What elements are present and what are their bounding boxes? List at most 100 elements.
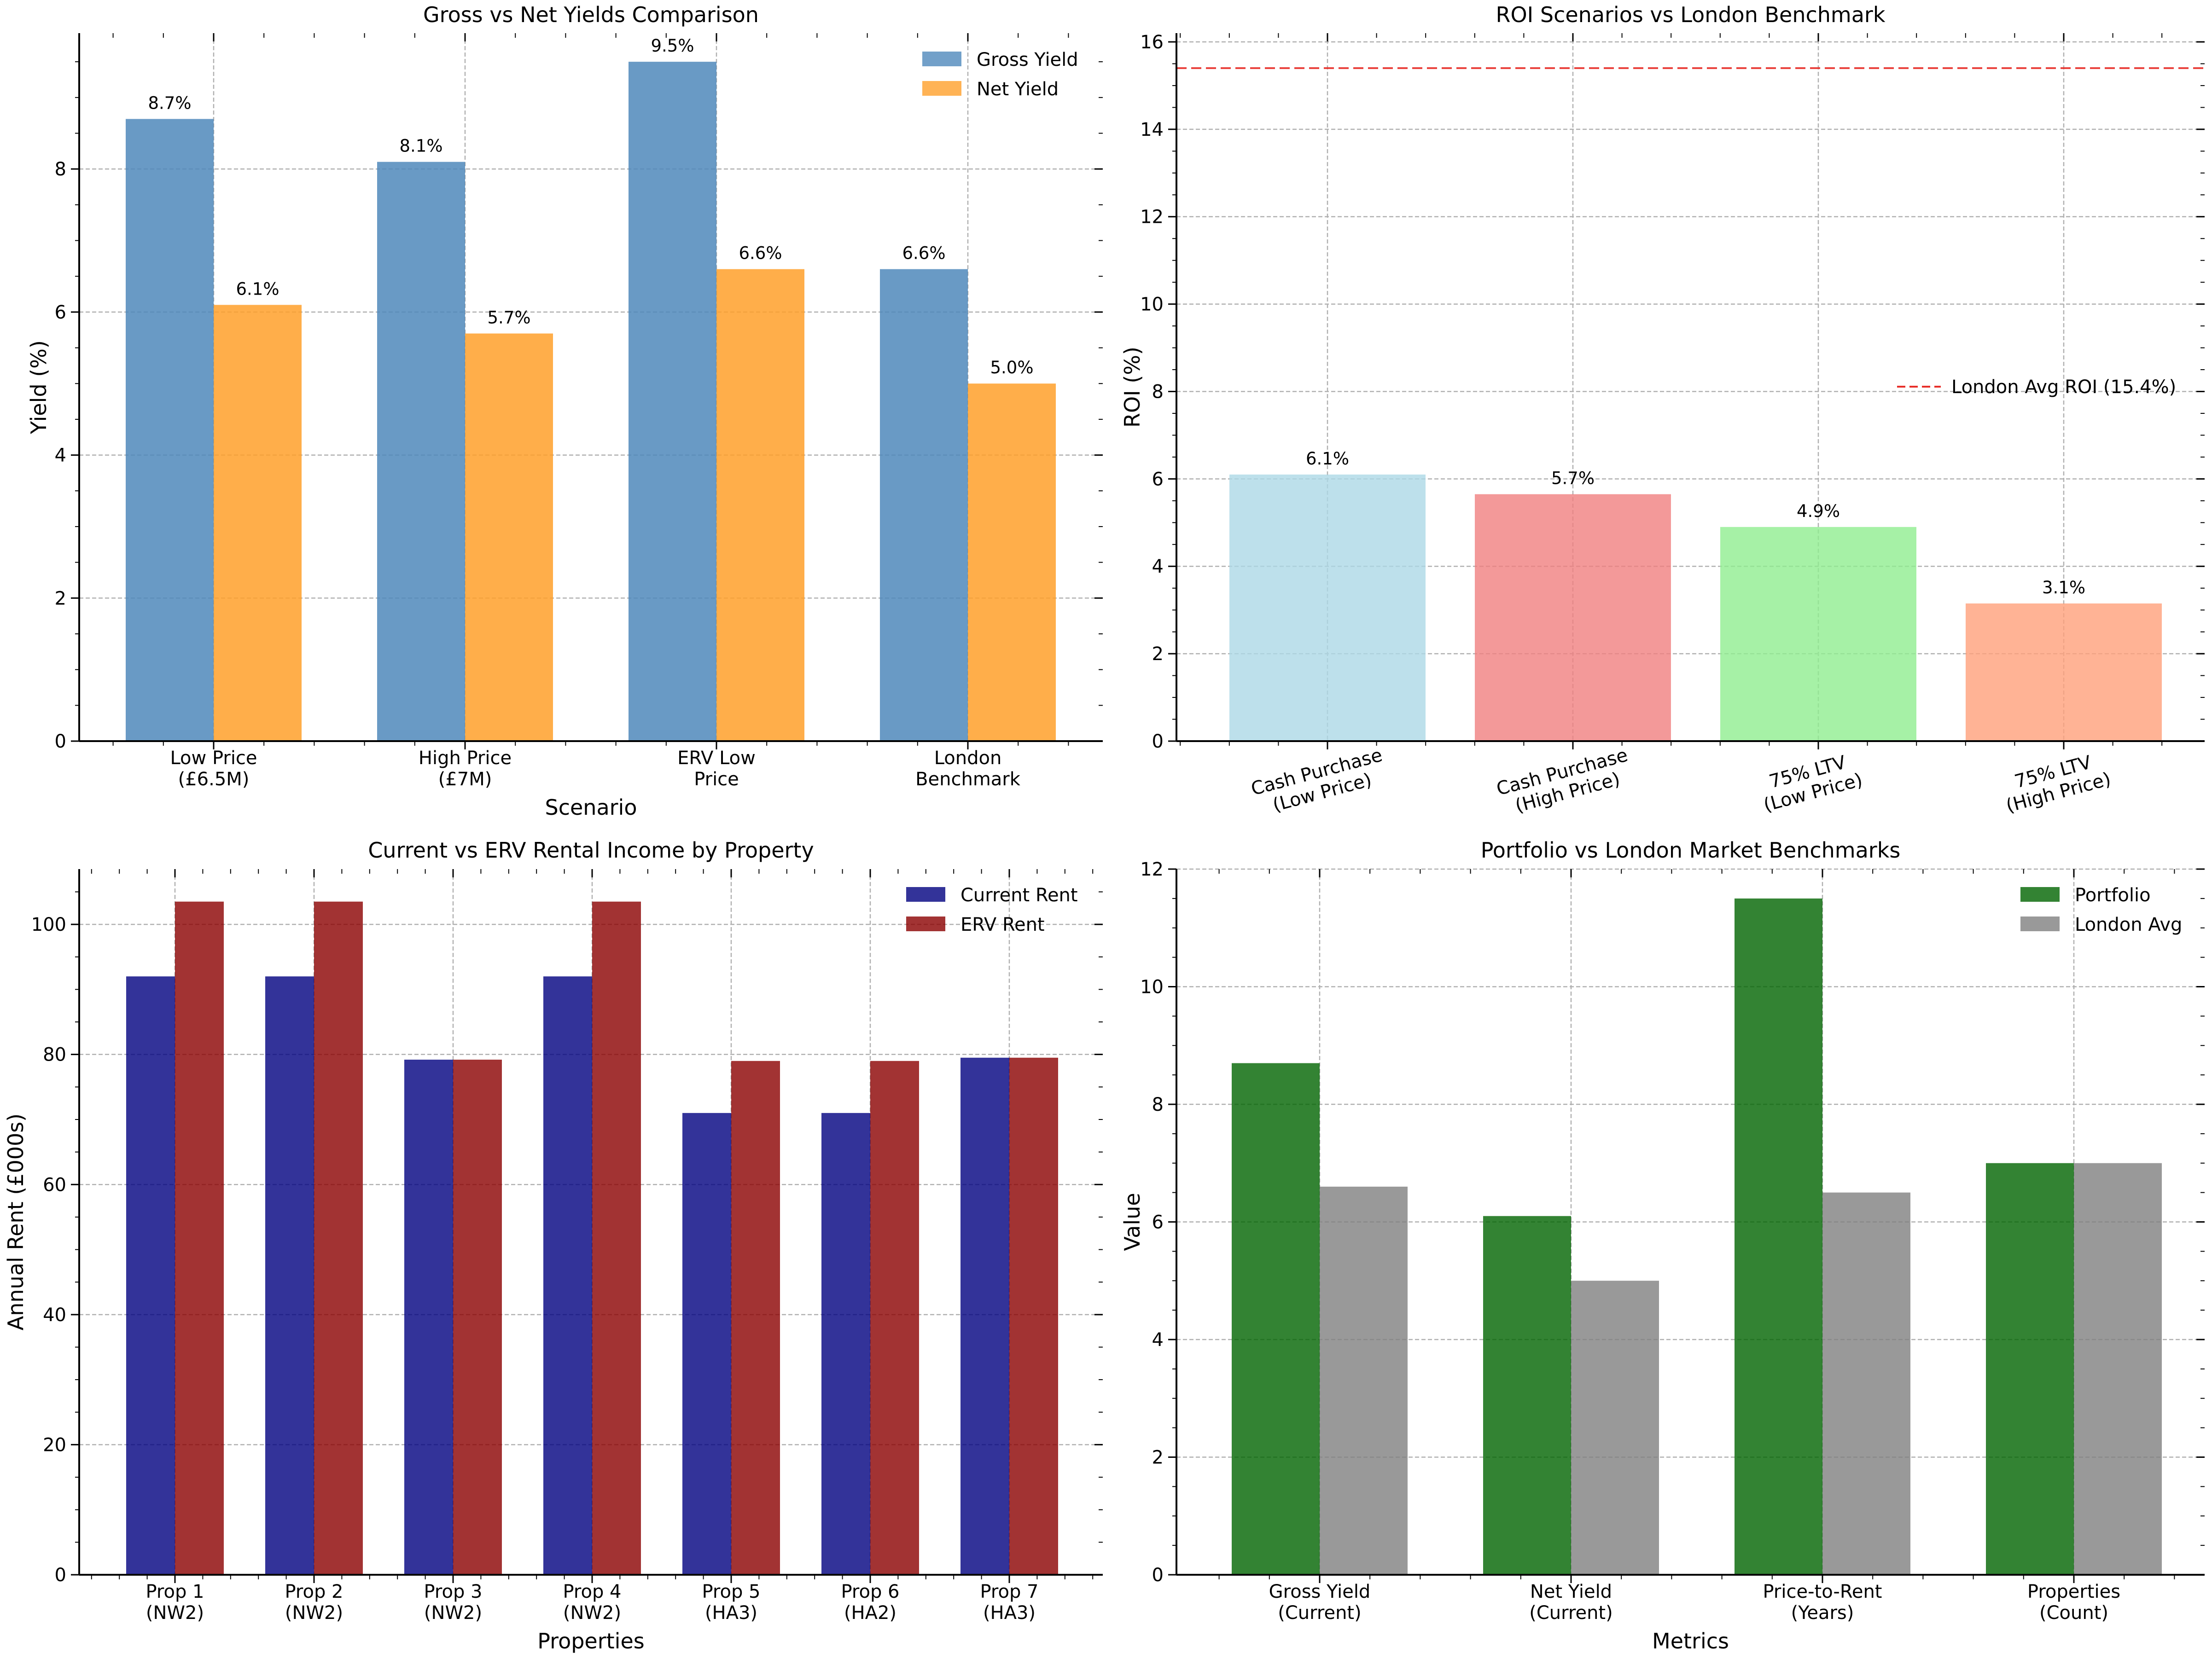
bar-portfolio-3 xyxy=(1735,898,1822,1575)
data-label: 8.7% xyxy=(148,93,192,113)
legend-swatch xyxy=(2020,887,2060,902)
data-label: 5.7% xyxy=(1551,469,1595,488)
bar-erv-rent-3 xyxy=(453,1059,502,1575)
legend: London Avg ROI (15.4%) xyxy=(1897,377,2176,398)
chart-panel-4: 0 2 4 6 8 10 12 Gross Yield (Current) Net Yield (C… xyxy=(1120,838,2205,1653)
y-tick-label: 60 xyxy=(43,1174,66,1195)
x-tick-label: London Benchmark xyxy=(915,748,1021,790)
x-tick-label: Gross Yield (Current) xyxy=(1269,1581,1371,1624)
legend: Portfolio London Avg xyxy=(2020,885,2182,935)
y-tick-label: 6 xyxy=(1152,469,1164,490)
x-axis-label: Properties xyxy=(537,1629,644,1653)
x-tick-label: Prop 2 (NW2) xyxy=(285,1581,343,1624)
y-tick-label: 4 xyxy=(1152,556,1164,577)
x-tick-label: ERV Low Price xyxy=(677,748,756,790)
y-axis-label: Value xyxy=(1120,1193,1145,1251)
chart-title: ROI Scenarios vs London Benchmark xyxy=(1496,2,1886,27)
y-tick-label: 10 xyxy=(1140,294,1164,315)
data-label: 5.7% xyxy=(488,307,531,327)
legend-swatch xyxy=(2020,917,2060,931)
legend: Current Rent ERV Rent xyxy=(906,885,1078,935)
chart-panel-2: 6.1% 5.7% 4.9% 3.1% 0 2 4 6 8 10 12 14 16 Cash Purcha… xyxy=(1120,2,2205,820)
x-tick-label: Cash Purchase(High Price) xyxy=(1494,744,1636,820)
legend-label: Portfolio xyxy=(2075,885,2151,906)
data-label: 4.9% xyxy=(1797,501,1840,521)
chart-panel-1: 8.7% 8.1% 9.5% 6.6% 6.1% 5.7% 6.6% 5.0% 0 2 4 6 8 Low… xyxy=(26,2,1103,820)
legend-swatch xyxy=(906,917,945,931)
legend-label: London Avg ROI (15.4%) xyxy=(1951,377,2176,398)
bar-current-rent-7 xyxy=(960,1057,1009,1575)
bar-gross-yield-4 xyxy=(880,269,968,741)
y-axis-label: Annual Rent (£000s) xyxy=(3,1114,28,1330)
legend-label: Gross Yield xyxy=(977,49,1078,70)
legend-swatch xyxy=(922,81,961,96)
y-tick-label: 6 xyxy=(55,302,66,323)
bar-current-rent-5 xyxy=(682,1113,731,1575)
legend-label: London Avg xyxy=(2075,914,2182,935)
x-tick-label: Prop 6 (HA2) xyxy=(841,1581,899,1624)
bar-current-rent-3 xyxy=(404,1059,453,1575)
y-tick-label: 8 xyxy=(1152,1094,1164,1115)
data-label: 8.1% xyxy=(400,136,443,156)
data-label: 9.5% xyxy=(651,36,694,56)
x-tick-label: Price-to-Rent (Years) xyxy=(1763,1581,1882,1624)
y-tick-label: 8 xyxy=(55,159,66,180)
y-tick-label: 2 xyxy=(1152,644,1164,665)
x-axis-label: Scenario xyxy=(545,795,637,820)
legend-swatch xyxy=(922,52,961,66)
bar-erv-rent-2 xyxy=(314,901,363,1575)
chart-title: Portfolio vs London Market Benchmarks xyxy=(1481,838,1901,863)
bar-net-yield-3 xyxy=(716,269,804,741)
bar-london-avg-4 xyxy=(2074,1163,2162,1575)
bar-roi-3 xyxy=(1720,527,1916,741)
chart-title: Current vs ERV Rental Income by Property xyxy=(368,838,814,863)
bar-current-rent-1 xyxy=(126,976,175,1575)
x-tick-label: 75% LTV(High Price) xyxy=(1998,748,2113,817)
y-tick-label: 0 xyxy=(1152,731,1164,752)
legend-label: ERV Rent xyxy=(960,914,1045,935)
bar-london-avg-3 xyxy=(1822,1192,1910,1575)
x-tick-label: Prop 4 (NW2) xyxy=(563,1581,621,1624)
x-tick-label: Prop 5 (HA3) xyxy=(702,1581,760,1624)
bar-erv-rent-4 xyxy=(592,901,641,1575)
y-tick-label: 100 xyxy=(31,914,66,935)
x-tick-label: Prop 3 (NW2) xyxy=(424,1581,482,1624)
legend: Gross Yield Net Yield xyxy=(922,49,1078,100)
bar-current-rent-6 xyxy=(821,1113,870,1575)
y-tick-label: 2 xyxy=(1152,1447,1164,1468)
bar-erv-rent-6 xyxy=(870,1061,919,1575)
y-tick-label: 12 xyxy=(1140,859,1164,880)
legend-label: Current Rent xyxy=(960,885,1078,906)
x-tick-label: High Price (£7M) xyxy=(419,748,512,790)
bar-gross-yield-3 xyxy=(629,62,716,742)
y-tick-label: 0 xyxy=(55,1565,66,1586)
data-label: 6.6% xyxy=(902,244,946,263)
y-tick-label: 16 xyxy=(1140,32,1164,53)
y-tick-label: 8 xyxy=(1152,381,1164,402)
bar-london-avg-2 xyxy=(1571,1281,1659,1575)
x-tick-label: Properties (Count) xyxy=(2027,1581,2120,1624)
bar-erv-rent-1 xyxy=(175,901,224,1575)
chart-title: Gross vs Net Yields Comparison xyxy=(423,2,759,27)
data-label: 6.1% xyxy=(1306,449,1349,469)
bar-portfolio-1 xyxy=(1232,1063,1320,1575)
y-tick-label: 10 xyxy=(1140,977,1164,998)
bar-gross-yield-2 xyxy=(377,162,465,741)
bar-portfolio-4 xyxy=(1986,1163,2074,1575)
bar-net-yield-2 xyxy=(465,333,553,741)
bar-current-rent-2 xyxy=(265,976,314,1575)
y-tick-label: 4 xyxy=(55,445,66,466)
chart-panel-3: 0 20 40 60 80 100 Prop 1 (NW2) Prop 2 (NW2) Prop 3… xyxy=(3,838,1103,1653)
data-label: 3.1% xyxy=(2042,578,2085,597)
y-tick-label: 0 xyxy=(55,731,66,752)
y-tick-label: 6 xyxy=(1152,1212,1164,1233)
y-tick-label: 80 xyxy=(43,1044,66,1066)
bar-erv-rent-7 xyxy=(1009,1057,1058,1575)
bar-portfolio-2 xyxy=(1483,1216,1571,1575)
y-axis-label: Yield (%) xyxy=(26,340,51,435)
x-tick-label: Net Yield (Current) xyxy=(1529,1581,1612,1624)
bar-current-rent-4 xyxy=(543,976,592,1575)
y-tick-label: 14 xyxy=(1140,119,1164,140)
legend-label: Net Yield xyxy=(977,79,1059,100)
